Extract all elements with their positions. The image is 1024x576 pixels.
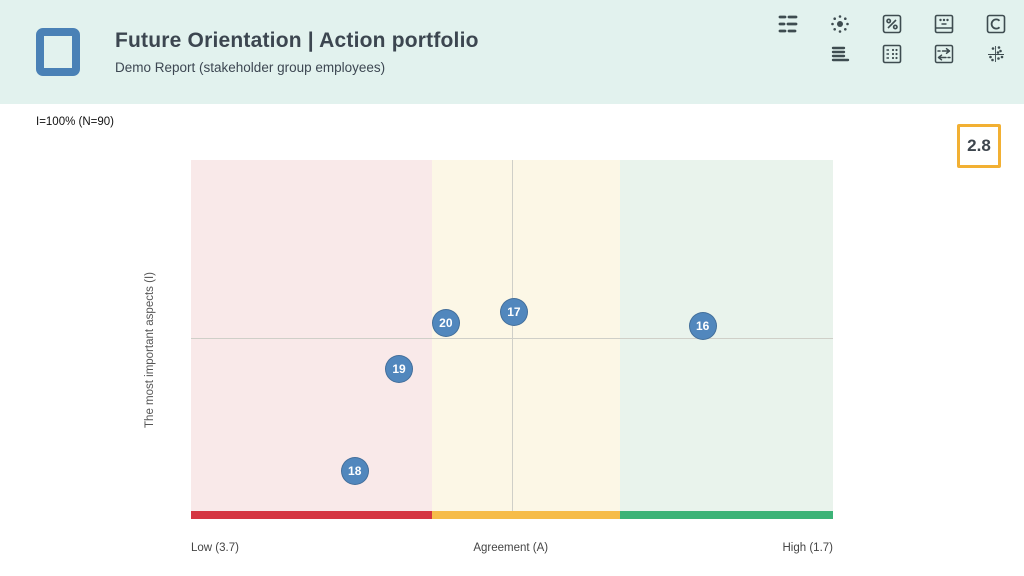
vertical-gridline — [512, 160, 513, 511]
scatter-plot-icon[interactable] — [984, 42, 1008, 66]
plot-area: 20 17 16 19 18 — [191, 160, 833, 511]
axis-bar-segment-mid — [431, 511, 620, 519]
quadrant-region-mid — [431, 160, 620, 511]
page-title: Future Orientation | Action portfolio — [115, 29, 479, 52]
data-point-17[interactable]: 17 — [499, 297, 528, 326]
letter-c-icon[interactable] — [984, 12, 1008, 36]
toolbar — [762, 9, 1022, 69]
score-badge: 2.8 — [957, 124, 1001, 168]
data-point-20[interactable]: 20 — [431, 308, 460, 337]
quadrant-region-low — [191, 160, 432, 511]
quadrant-region-high — [619, 160, 833, 511]
data-matrix-icon[interactable] — [880, 42, 904, 66]
page-subtitle: Demo Report (stakeholder group employees… — [115, 60, 386, 75]
values-panel-icon[interactable] — [932, 12, 956, 36]
x-axis-label-low: Low (3.7) — [191, 542, 239, 554]
radial-dots-icon[interactable] — [828, 12, 852, 36]
toolbar-spacer — [776, 42, 800, 66]
title-block: Future Orientation | Action portfolio De… — [115, 29, 479, 75]
axis-bar-segment-high — [619, 511, 833, 519]
x-axis-label-center: Agreement (A) — [473, 542, 549, 554]
x-axis-labels: Low (3.7) Agreement (A) High (1.7) — [191, 542, 833, 554]
horizontal-gridline — [191, 337, 833, 339]
report-header: Future Orientation | Action portfolio De… — [0, 0, 1024, 104]
data-point-18[interactable]: 18 — [340, 456, 369, 485]
x-axis-color-bar — [191, 511, 833, 519]
data-point-16[interactable]: 16 — [688, 312, 717, 341]
swap-arrows-icon[interactable] — [932, 42, 956, 66]
sample-size-label: I=100% (N=90) — [36, 116, 114, 128]
data-point-19[interactable]: 19 — [385, 354, 413, 383]
app-logo-icon — [36, 28, 80, 76]
stacked-lines-icon[interactable] — [828, 42, 852, 66]
axis-bar-segment-low — [191, 511, 432, 519]
y-axis-label: The most important aspects (I) — [144, 272, 156, 428]
x-axis-label-high: High (1.7) — [782, 542, 834, 554]
percent-icon[interactable] — [880, 12, 904, 36]
list-dashes-icon[interactable] — [776, 12, 800, 36]
